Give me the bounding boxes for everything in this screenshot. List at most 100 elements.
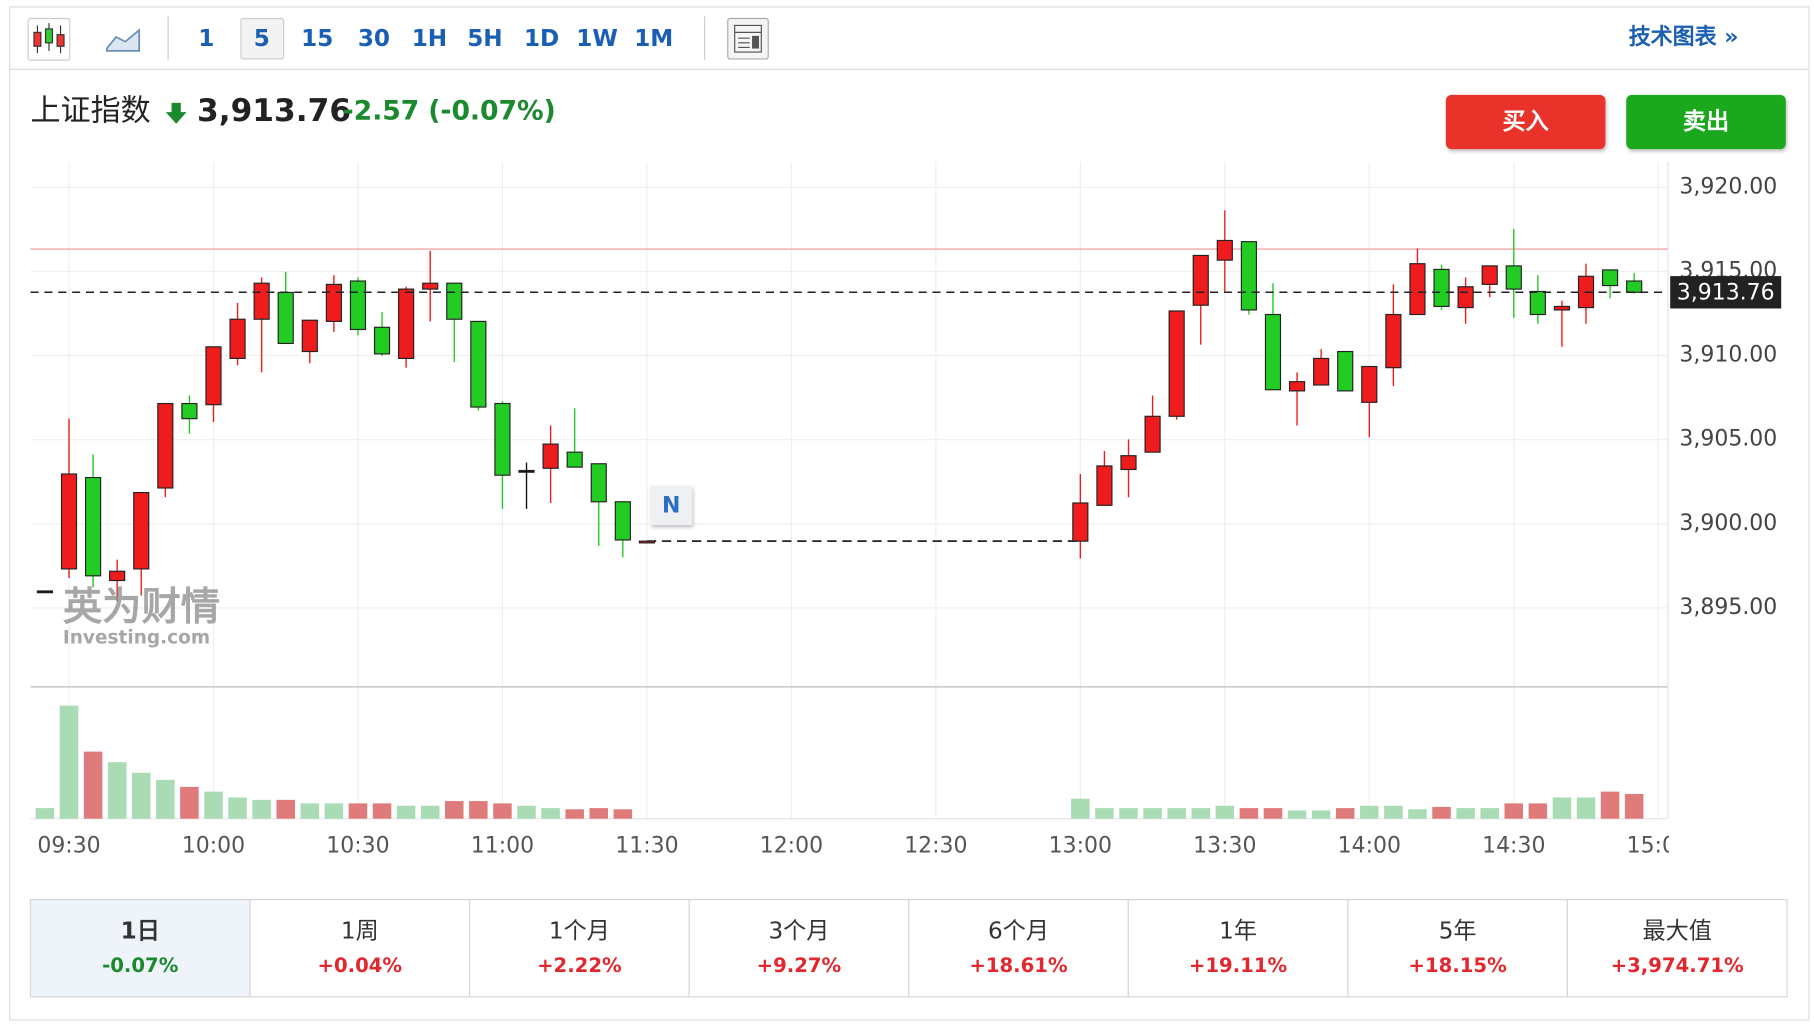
interval[interactable]: 30 [358,26,390,52]
period-cell[interactable] [29,899,251,998]
y-tick-label: 3,910.00 [1679,343,1777,368]
period-cell[interactable] [249,899,471,998]
candle-body [109,570,126,582]
buy-label[interactable]: 买入 [1503,109,1549,135]
period-cell[interactable] [1347,899,1569,998]
candle-body [229,318,246,360]
interval[interactable]: 5H [467,26,502,52]
interval[interactable]: 1M [634,26,673,52]
candle-body [157,402,174,489]
line-icon[interactable] [105,28,141,52]
x-tick-label: 11:30 [615,833,678,858]
candle-body [1313,357,1330,386]
candle-icon[interactable] [27,17,71,61]
volume-bar [1408,809,1427,819]
volume-bar [1263,808,1283,819]
candle-body [84,476,102,577]
x-tick-label: 10:00 [182,833,245,858]
last-price-label: 3,913.76 [1677,280,1775,305]
period-cell[interactable] [1127,899,1349,998]
period-cell[interactable] [1566,899,1788,998]
volume-bar [107,762,127,819]
volume-bar [1576,797,1596,819]
buy-button[interactable] [1445,94,1606,150]
candle-body [205,346,222,406]
candle-body [1553,305,1571,311]
interval[interactable]: 5 [254,26,270,52]
candle-body [1168,310,1185,417]
sell-button[interactable] [1626,94,1786,150]
watermark: 英为财情 [63,585,220,630]
interval[interactable]: 1H [412,26,447,52]
volume-bar [1071,798,1090,819]
candle-body [446,282,463,320]
candle-body [133,491,150,570]
volume-bar [396,805,416,819]
interval[interactable]: 1 [198,26,214,52]
candle-body [1120,455,1137,471]
volume-bar [589,808,609,819]
x-tick-label: 14:00 [1338,833,1401,858]
period-change[interactable]: +9.27% [757,954,842,977]
candle-body [277,291,294,345]
volume-bar [1360,805,1379,819]
volume-bar [1143,808,1162,819]
layout-icon[interactable] [727,17,769,60]
volume-bar [517,805,536,819]
y-tick-label: 3,895.00 [1679,595,1777,620]
period-label[interactable]: 1年 [1219,919,1257,945]
candle-body [1096,465,1113,506]
period-change[interactable]: +3,974.71% [1611,954,1744,977]
period-cell[interactable] [469,899,690,998]
candle-body [1601,269,1619,287]
technical-chart-link[interactable]: 技术图表 » [1629,25,1739,50]
candle-body [590,463,607,503]
interval[interactable]: 1W [576,26,618,52]
candle-body [60,473,78,570]
volume-bar [156,779,175,819]
last-price-tag [1670,276,1782,309]
period-change[interactable]: +18.61% [969,954,1068,977]
period-change[interactable]: +0.04% [318,954,403,977]
period-change[interactable]: +19.11% [1189,954,1288,977]
period-change[interactable]: +2.22% [537,954,622,977]
volume-bar [1552,797,1572,819]
candle-body [1385,313,1402,369]
volume-bar [59,705,79,819]
volume-bar [1456,808,1475,819]
candle-body [1409,263,1426,316]
candle-body [349,280,367,331]
period-change[interactable]: +18.15% [1409,954,1508,977]
sell-label[interactable]: 卖出 [1683,109,1729,135]
interval[interactable]: 1D [524,26,559,52]
period-label[interactable]: 1周 [341,919,379,945]
volume-bar [348,803,368,819]
candle-body [1337,350,1354,392]
period-label[interactable]: 3个月 [768,919,829,945]
candle-body [253,282,270,320]
period-label[interactable]: 1日 [121,919,160,945]
period-label[interactable]: 最大值 [1643,919,1712,945]
period-label[interactable]: 1个月 [549,919,610,945]
volume-bar [1215,805,1235,819]
candle-body [1240,241,1257,311]
volume-bar [131,772,151,819]
period-label[interactable]: 5年 [1439,919,1477,945]
period-cell[interactable] [688,899,910,998]
period-change[interactable]: -0.07% [102,954,179,977]
x-tick-label: 11:00 [471,833,534,858]
interval[interactable]: 15 [301,26,333,52]
period-label[interactable]: 6个月 [988,919,1049,945]
volume-bar [1624,793,1644,819]
candle-body [1216,239,1233,261]
candle-body [1626,280,1643,293]
news-marker-label[interactable]: N [662,493,680,518]
news-marker[interactable] [650,485,693,525]
volume-bar [1432,806,1451,819]
volume-bar [35,808,55,819]
candle-body [1192,254,1209,306]
period-cell[interactable] [908,899,1129,998]
volume-bar [1335,808,1355,819]
